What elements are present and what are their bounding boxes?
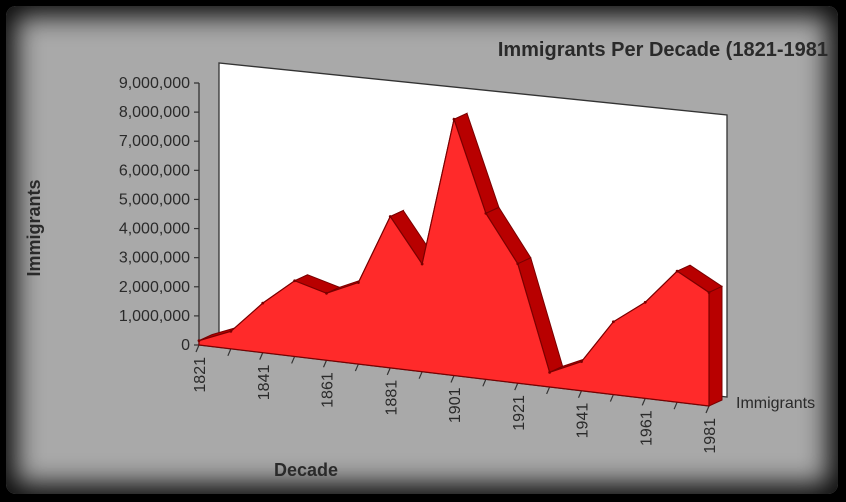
x-tick-mark xyxy=(673,401,678,410)
x-tick-label: 1821 xyxy=(192,357,209,393)
area-chart: Immigrants Per Decade (1821-1981 0 1,000,… xyxy=(24,39,828,480)
data-point xyxy=(420,262,424,266)
chart-title: Immigrants Per Decade (1821-1981 xyxy=(498,39,828,61)
series-label: Immigrants xyxy=(736,395,815,412)
x-tick-mark xyxy=(418,371,423,379)
x-tick-mark xyxy=(450,375,455,383)
data-point xyxy=(516,262,520,266)
y-tick-label: 6,000,000 xyxy=(119,162,190,179)
y-tick-label: 7,000,000 xyxy=(119,133,190,150)
x-tick-mark xyxy=(322,360,328,368)
x-tick-mark xyxy=(514,382,519,391)
data-point xyxy=(707,291,711,294)
x-tick-label: 1941 xyxy=(575,403,592,439)
x-tick-mark xyxy=(577,390,583,398)
data-point xyxy=(197,339,201,343)
data-point xyxy=(229,329,233,333)
x-tick-mark xyxy=(641,398,646,406)
x-tick-mark xyxy=(482,379,487,387)
x-axis-ticks: 1821 1841 1861 1881 1901 1921 1941 1961 1981 xyxy=(192,344,719,454)
data-point xyxy=(356,281,360,284)
x-tick-label: 1841 xyxy=(256,365,273,401)
data-point xyxy=(484,211,488,215)
x-tick-mark xyxy=(705,405,710,414)
x-tick-label: 1861 xyxy=(320,372,337,408)
x-tick-mark xyxy=(609,394,614,402)
y-tick-label: 1,000,000 xyxy=(119,308,190,325)
x-tick-mark xyxy=(546,386,551,395)
x-tick-mark xyxy=(195,344,200,353)
y-tick-label: 2,000,000 xyxy=(119,279,190,296)
y-axis-title: Immigrants xyxy=(24,179,44,276)
data-point xyxy=(643,300,647,304)
area-end-face xyxy=(708,285,723,407)
y-tick-label: 8,000,000 xyxy=(119,104,190,121)
data-point xyxy=(675,269,679,273)
x-tick-mark xyxy=(354,363,359,372)
x-tick-mark xyxy=(259,352,264,360)
y-tick-label: 9,000,000 xyxy=(119,75,190,92)
x-tick-label: 1921 xyxy=(511,395,528,431)
x-tick-label: 1901 xyxy=(447,387,464,423)
chart-frame: Immigrants Per Decade (1821-1981 0 1,000,… xyxy=(6,6,838,494)
x-tick-label: 1981 xyxy=(702,418,719,454)
x-tick-mark xyxy=(386,367,391,376)
x-tick-mark xyxy=(291,356,296,364)
series-immigrants xyxy=(197,112,724,407)
y-tick-label: 0 xyxy=(181,337,190,354)
data-point xyxy=(580,360,583,364)
y-tick-label: 4,000,000 xyxy=(119,221,190,238)
x-axis-title: Decade xyxy=(274,460,338,480)
y-tick-label: 5,000,000 xyxy=(119,191,190,208)
data-point xyxy=(325,291,328,295)
x-tick-label: 1881 xyxy=(383,380,400,416)
data-point xyxy=(611,320,615,324)
data-point xyxy=(261,301,265,305)
data-point xyxy=(452,117,456,121)
data-point xyxy=(293,279,297,283)
y-axis-ticks: 0 1,000,000 2,000,000 3,000,000 4,000,000 5,0… xyxy=(119,75,199,354)
y-tick-label: 3,000,000 xyxy=(119,250,190,267)
data-point xyxy=(548,370,552,374)
x-tick-label: 1961 xyxy=(638,410,655,446)
data-point xyxy=(388,215,392,218)
x-tick-mark xyxy=(227,348,232,357)
area-front-face xyxy=(198,117,710,407)
